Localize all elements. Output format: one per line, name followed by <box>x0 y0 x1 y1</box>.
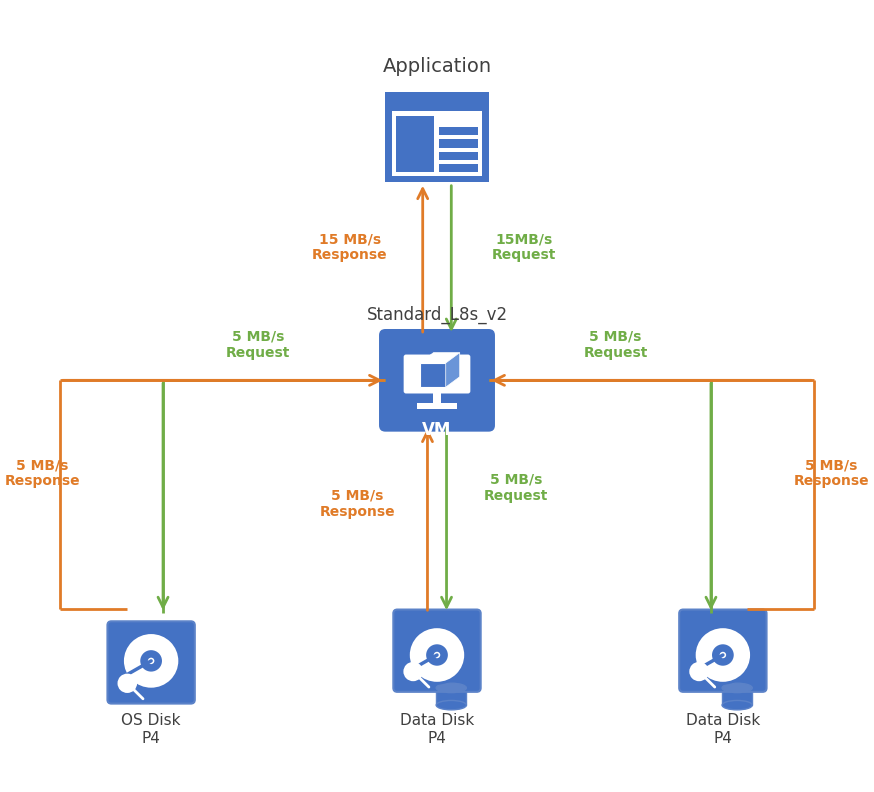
FancyBboxPatch shape <box>108 621 195 703</box>
Ellipse shape <box>436 700 467 710</box>
Circle shape <box>122 633 180 689</box>
Text: 5 MB/s
Request: 5 MB/s Request <box>226 330 290 360</box>
Text: Standard_L8s_v2: Standard_L8s_v2 <box>366 306 508 324</box>
FancyBboxPatch shape <box>404 355 470 394</box>
Text: 5 MB/s
Request: 5 MB/s Request <box>484 473 549 503</box>
Text: 5 MB/s
Request: 5 MB/s Request <box>584 330 648 360</box>
Polygon shape <box>420 352 460 363</box>
Circle shape <box>690 663 708 680</box>
Circle shape <box>148 657 155 664</box>
Bar <box>440 164 478 173</box>
Ellipse shape <box>722 683 753 693</box>
Circle shape <box>405 663 422 680</box>
Circle shape <box>427 644 447 666</box>
Text: Data Disk
P4: Data Disk P4 <box>686 714 760 746</box>
Bar <box>433 391 441 403</box>
FancyBboxPatch shape <box>393 610 481 692</box>
Circle shape <box>434 652 440 658</box>
Circle shape <box>712 644 734 666</box>
Text: OS Disk
P4: OS Disk P4 <box>121 714 181 746</box>
FancyBboxPatch shape <box>385 93 489 182</box>
Bar <box>436 688 467 705</box>
Circle shape <box>119 675 136 692</box>
Text: VM: VM <box>422 421 452 439</box>
Text: 15 MB/s
Response: 15 MB/s Response <box>312 232 387 262</box>
Text: 5 MB/s
Response: 5 MB/s Response <box>4 458 80 489</box>
Bar <box>440 139 478 147</box>
Bar <box>722 688 753 705</box>
Circle shape <box>694 626 752 683</box>
Bar <box>396 116 434 173</box>
Text: Data Disk
P4: Data Disk P4 <box>400 714 474 746</box>
Ellipse shape <box>722 700 753 710</box>
Bar <box>440 151 478 160</box>
Circle shape <box>408 626 466 683</box>
Circle shape <box>140 650 162 672</box>
Bar <box>418 403 456 409</box>
Circle shape <box>719 652 726 658</box>
Ellipse shape <box>436 683 467 693</box>
Polygon shape <box>446 352 460 387</box>
FancyBboxPatch shape <box>679 610 766 692</box>
Text: 5 MB/s
Response: 5 MB/s Response <box>320 489 395 519</box>
Text: 5 MB/s
Response: 5 MB/s Response <box>794 458 870 489</box>
FancyBboxPatch shape <box>379 329 495 432</box>
Bar <box>392 112 482 176</box>
Bar <box>440 127 478 135</box>
Bar <box>420 363 446 387</box>
Text: 15MB/s
Request: 15MB/s Request <box>492 232 557 262</box>
Text: Application: Application <box>383 57 491 76</box>
